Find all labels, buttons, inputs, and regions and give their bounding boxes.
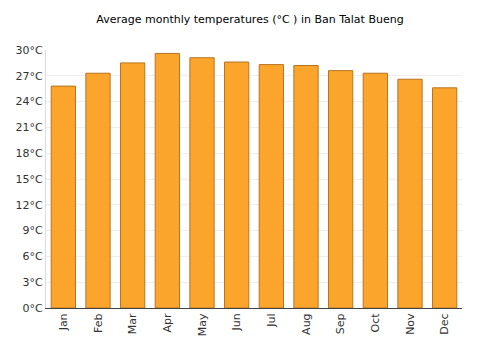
svg-text:30°C: 30°C: [16, 44, 43, 57]
svg-text:Aug: Aug: [300, 313, 313, 334]
svg-text:0°C: 0°C: [23, 302, 43, 315]
svg-text:Dec: Dec: [438, 313, 451, 334]
svg-text:6°C: 6°C: [23, 250, 43, 263]
svg-text:Jan: Jan: [57, 313, 70, 331]
svg-text:Sep: Sep: [334, 313, 347, 334]
svg-text:Oct: Oct: [369, 313, 382, 333]
svg-text:21°C: 21°C: [16, 121, 43, 134]
svg-text:Jun: Jun: [230, 313, 243, 331]
svg-text:27°C: 27°C: [16, 70, 43, 83]
svg-text:Feb: Feb: [92, 313, 105, 332]
svg-text:Nov: Nov: [404, 313, 417, 335]
svg-text:18°C: 18°C: [16, 147, 43, 160]
svg-text:May: May: [196, 313, 209, 336]
svg-text:3°C: 3°C: [23, 276, 43, 289]
svg-text:Average monthly temperatures (: Average monthly temperatures (°C ) in Ba…: [96, 13, 403, 26]
svg-text:Mar: Mar: [126, 313, 139, 334]
svg-text:24°C: 24°C: [16, 95, 43, 108]
svg-text:Apr: Apr: [161, 313, 174, 333]
svg-text:Jul: Jul: [265, 313, 278, 327]
svg-text:9°C: 9°C: [23, 224, 43, 237]
svg-text:12°C: 12°C: [16, 199, 43, 212]
svg-text:15°C: 15°C: [16, 173, 43, 186]
